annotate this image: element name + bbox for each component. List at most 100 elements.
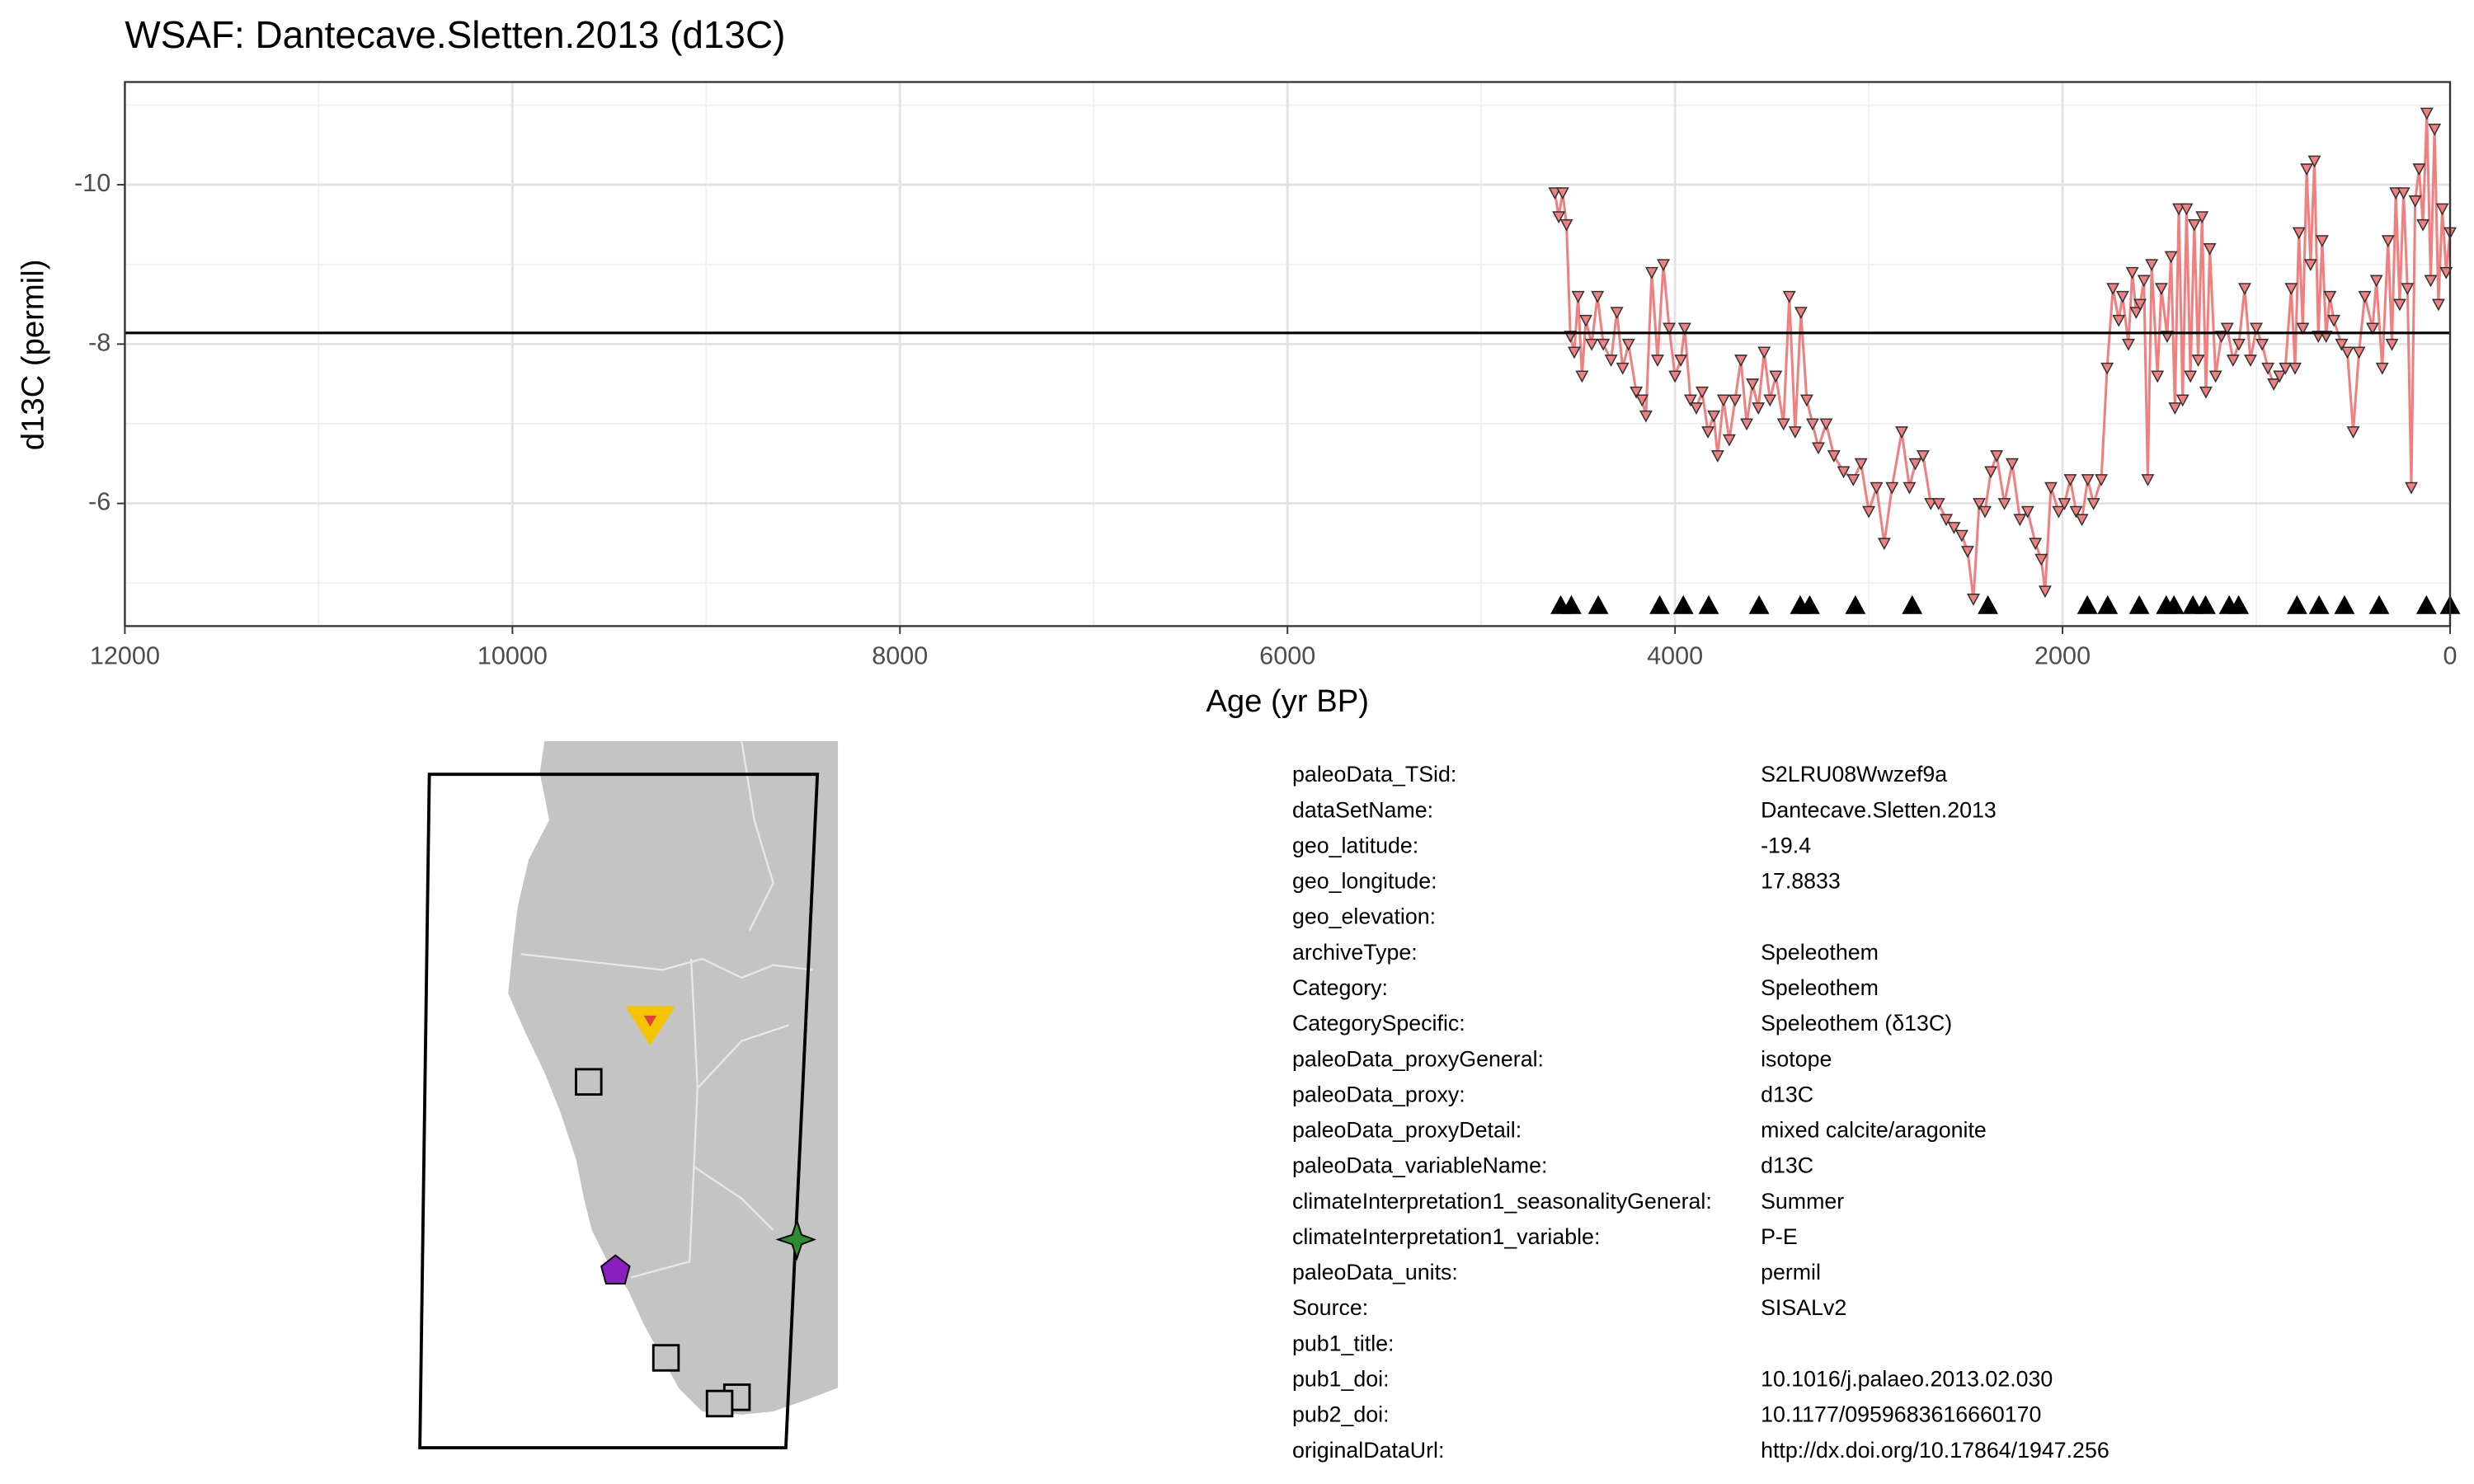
- x-tick-label: 8000: [872, 642, 928, 670]
- data-point: [2431, 298, 2445, 312]
- meta-key: paleoData_variableName:: [1292, 1153, 1547, 1178]
- data-point: [1683, 394, 1697, 407]
- data-point: [2401, 283, 2415, 296]
- data-point: [2243, 355, 2257, 367]
- data-point: [2255, 338, 2269, 351]
- data-point: [2052, 505, 2066, 519]
- meta-value: d13C: [1761, 1082, 1813, 1106]
- data-point: [2164, 251, 2178, 264]
- data-point: [1621, 338, 1635, 351]
- data-point: [1903, 481, 1917, 495]
- data-point: [1854, 458, 1868, 471]
- data-point: [1591, 290, 1605, 303]
- data-point: [2267, 378, 2281, 391]
- data-point: [2435, 203, 2449, 216]
- data-point: [2385, 338, 2399, 351]
- x-tick-label: 2000: [2034, 642, 2091, 670]
- data-point: [1984, 466, 1998, 479]
- plot-area: 12000 10000 8000 6000 4000 2000 0 -10 -8 -6: [74, 81, 2461, 670]
- y-tick-label: -8: [88, 328, 111, 356]
- data-point: [1763, 394, 1777, 407]
- data-point: [2261, 362, 2275, 375]
- data-point: [1674, 355, 1688, 367]
- meta-value: SISALv2: [1761, 1295, 1846, 1320]
- data-point: [2106, 283, 2120, 296]
- data-point: [2168, 402, 2182, 415]
- meta-value: Speleothem: [1761, 975, 1879, 1000]
- data-point: [2408, 195, 2422, 208]
- data-point: [1978, 505, 1992, 519]
- data-point: [1571, 290, 1585, 303]
- tie-point: [2308, 594, 2330, 614]
- meta-key: pub1_title:: [1292, 1331, 1395, 1355]
- data-point: [2392, 298, 2406, 312]
- data-point: [2199, 386, 2213, 399]
- data-point: [2129, 307, 2143, 320]
- site-marker: [575, 1068, 603, 1096]
- y-tick-label: -6: [88, 488, 111, 516]
- data-point: [1752, 402, 1766, 415]
- data-point: [2366, 322, 2379, 336]
- data-point: [1812, 442, 1825, 455]
- meta-value: http://dx.doi.org/10.17864/1947.256: [1761, 1438, 2109, 1463]
- tie-point: [2077, 594, 2098, 614]
- data-point: [2013, 514, 2027, 527]
- data-point: [1769, 370, 1783, 383]
- tie-point: [1799, 594, 1820, 614]
- data-point: [2439, 266, 2453, 279]
- data-point: [2191, 355, 2205, 367]
- meta-value: Dantecave.Sletten.2013: [1761, 797, 1997, 822]
- data-point: [2416, 218, 2430, 232]
- meta-value: S2LRU08Wwzef9a: [1761, 762, 1947, 787]
- data-point: [2237, 283, 2251, 296]
- tie-point: [1902, 594, 1923, 614]
- meta-key: paleoData_TSid:: [1292, 762, 1456, 787]
- tie-point: [2128, 594, 2150, 614]
- data-point: [2086, 498, 2100, 510]
- data-point: [1827, 450, 1841, 463]
- data-point: [2352, 346, 2366, 359]
- data-point: [2300, 163, 2314, 176]
- data-point: [2058, 498, 2072, 510]
- tie-point: [2097, 594, 2119, 614]
- meta-key: pub1_doi:: [1292, 1366, 1390, 1391]
- data-point: [1846, 474, 1860, 486]
- tie-point: [1560, 594, 1582, 614]
- data-point: [1757, 346, 1771, 359]
- data-point: [2069, 505, 2083, 519]
- data-point: [1997, 498, 2011, 510]
- tie-point: [1672, 594, 1694, 614]
- data-point: [1635, 394, 1649, 407]
- data-point: [1575, 370, 1589, 383]
- data-point: [2203, 242, 2217, 256]
- x-tick-label: 10000: [477, 642, 548, 670]
- x-tick-label: 4000: [1647, 642, 1703, 670]
- data-point: [1931, 498, 1945, 510]
- meta-key: CategorySpecific:: [1292, 1011, 1465, 1036]
- data-point: [2279, 362, 2293, 375]
- data-point: [2292, 227, 2306, 240]
- meta-key: dataSetName:: [1292, 797, 1433, 822]
- data-point: [2137, 275, 2151, 288]
- data-point: [1877, 538, 1891, 551]
- data-point: [1799, 394, 1813, 407]
- data-point: [2100, 362, 2114, 375]
- meta-key: geo_elevation:: [1292, 904, 1436, 929]
- meta-value: Speleothem (δ13C): [1761, 1011, 1952, 1036]
- meta-key: paleoData_proxy:: [1292, 1082, 1465, 1106]
- meta-key: climateInterpretation1_seasonalityGenera…: [1292, 1189, 1712, 1214]
- data-point: [1710, 450, 1724, 463]
- data-point: [1794, 307, 1808, 320]
- meta-key: Source:: [1292, 1295, 1368, 1320]
- data-point: [1990, 450, 2004, 463]
- data-point: [2063, 474, 2077, 486]
- tie-point: [2334, 594, 2355, 614]
- meta-key: originalDataUrl:: [1292, 1438, 1444, 1463]
- data-point: [1663, 322, 1677, 336]
- meta-value: 17.8833: [1761, 869, 1841, 894]
- data-point: [1677, 322, 1691, 336]
- data-point: [1639, 410, 1653, 423]
- data-point: [1722, 434, 1736, 447]
- data-point: [2340, 346, 2354, 359]
